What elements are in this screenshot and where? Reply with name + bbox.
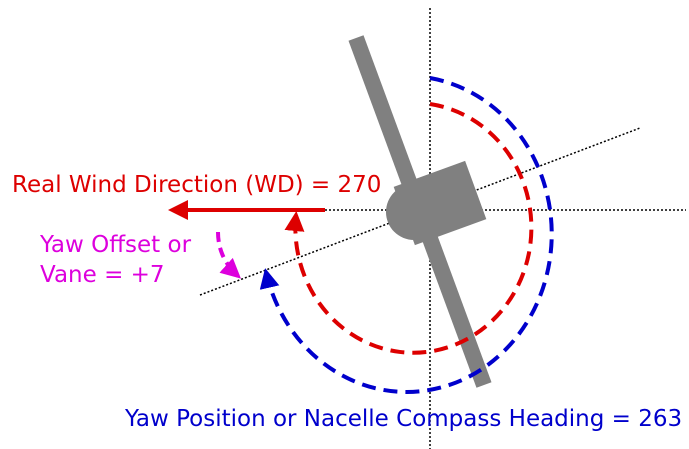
yaw-position-label: Yaw Position or Nacelle Compass Heading … [124,406,682,432]
yaw-offset-label: Vane = +7 [40,262,165,288]
nacelle-axis [199,127,641,296]
wind-direction-label: Real Wind Direction (WD) = 270 [12,172,381,198]
yaw-position-arc [259,76,554,394]
yaw-offset-arc [216,231,241,279]
yaw-offset-label: Yaw Offset or [39,232,192,258]
hub [386,184,442,240]
turbine [348,35,492,388]
